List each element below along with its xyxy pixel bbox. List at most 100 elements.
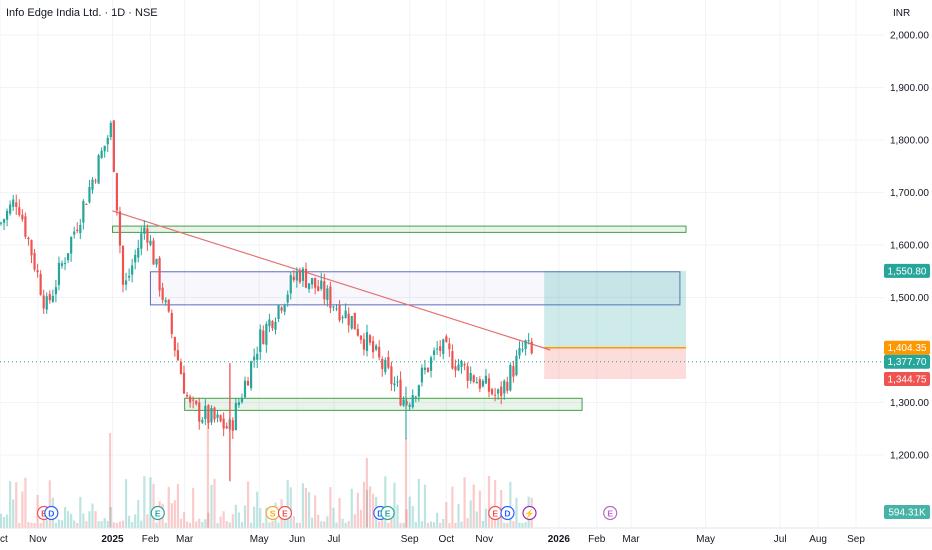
candle-body (353, 312, 356, 330)
volume-bar (481, 520, 484, 528)
event-marker-label: D (504, 509, 510, 519)
volume-bar (317, 514, 320, 528)
volume-bar (60, 520, 64, 528)
candle-body (451, 351, 454, 369)
candle-body (320, 280, 323, 289)
volume-bar (311, 517, 314, 528)
candle-body (170, 313, 173, 335)
volume-bar (341, 518, 344, 528)
volume-bar (320, 521, 323, 528)
candle-body (420, 367, 423, 383)
trendline (112, 210, 551, 351)
price-tag (884, 263, 930, 278)
candle-body (283, 304, 286, 312)
volume-bar (283, 513, 286, 528)
volume-bar (509, 481, 512, 528)
volume-bar (237, 512, 240, 528)
candle-body (478, 379, 481, 389)
candle-body (33, 252, 36, 270)
candle-body (30, 240, 33, 256)
volume-bar (210, 484, 213, 528)
candle-body (518, 347, 521, 356)
volume-bar (426, 522, 430, 528)
volume-bar (121, 520, 125, 528)
candle-body (341, 317, 344, 319)
volume-bar (442, 518, 445, 528)
volume-bar (381, 512, 384, 528)
volume-bar (408, 496, 411, 528)
candle-body (140, 233, 143, 249)
candle-body (375, 345, 378, 350)
candle-body (390, 366, 393, 384)
price-axis[interactable]: 2,000.00 1,900.00 1,800.00 1,700.00 1,600.00… (890, 31, 929, 462)
candle-body (426, 367, 430, 372)
volume-bar (314, 495, 317, 528)
volume-bar (246, 481, 250, 528)
x-tick-label: Mar (622, 534, 640, 545)
candle-body (402, 399, 405, 406)
candle-body (472, 375, 475, 382)
y-tick-label: 1,900.00 (890, 83, 929, 94)
volume-bar (384, 476, 387, 528)
candle-body (24, 216, 27, 237)
candle-body (106, 137, 109, 145)
candle-body (149, 240, 152, 245)
candle-body (12, 199, 15, 207)
volume-bar (204, 519, 207, 528)
volume-bar (335, 522, 338, 528)
event-marker (380, 505, 395, 521)
chart-drawings[interactable] (0, 210, 884, 411)
volume-bar (368, 486, 372, 528)
volume-bar (396, 504, 399, 528)
candle-body (88, 186, 91, 203)
candle-body (304, 268, 308, 288)
volume-bar (372, 493, 375, 528)
volume-bar (454, 522, 457, 528)
candle-body (298, 271, 301, 283)
candle-body (475, 381, 478, 384)
time-axis[interactable]: Oct Nov 2025 Feb Mar May Jun Jul Sep Oct Nov 2026 Fe… (0, 527, 932, 545)
volume-bar (429, 521, 433, 528)
candle-body (198, 402, 201, 422)
candle-body (222, 418, 225, 429)
x-tick-label: Mar (176, 534, 194, 545)
volume-bar (219, 516, 222, 528)
x-tick-label: Nov (475, 534, 493, 545)
candle-body (259, 329, 262, 353)
candle-body (250, 361, 253, 389)
volume-bar (414, 521, 417, 528)
volume-bar (494, 480, 497, 528)
candle-body (60, 263, 64, 266)
volume-bar (524, 522, 527, 528)
volume-bar (259, 508, 262, 528)
volume-bar (103, 518, 106, 528)
long-position-target-zone (544, 270, 687, 348)
volume-bar (100, 521, 103, 528)
candle-body (530, 341, 533, 354)
event-marker-label: E (385, 509, 391, 519)
volume-bar (39, 522, 42, 528)
event-markers[interactable]: E D E S E D E E D ⚡ E (36, 505, 618, 521)
x-tick-label: Oct (0, 534, 8, 545)
candle-body (57, 262, 61, 285)
event-marker-label: E (607, 509, 613, 519)
volume-bar (503, 522, 506, 528)
candle-body (335, 308, 338, 310)
candlesticks[interactable] (0, 119, 533, 482)
candle-body (362, 339, 366, 350)
y-tick-label: 1,300.00 (890, 398, 929, 409)
event-marker-label: E (155, 509, 161, 519)
symbol-title[interactable]: Info Edge India Ltd. · 1D · NSE (6, 7, 158, 19)
candle-body (384, 360, 387, 373)
candle-body (469, 372, 472, 381)
candle-body (253, 356, 256, 361)
candle-body (201, 419, 204, 423)
candle-body (54, 287, 57, 295)
volume-bar (423, 484, 427, 528)
volume-bar (433, 522, 436, 528)
candle-body (268, 319, 271, 327)
y-tick-label: 2,000.00 (890, 31, 929, 42)
candle-body (448, 343, 451, 350)
price-tag-label: 1,377.70 (888, 357, 927, 368)
